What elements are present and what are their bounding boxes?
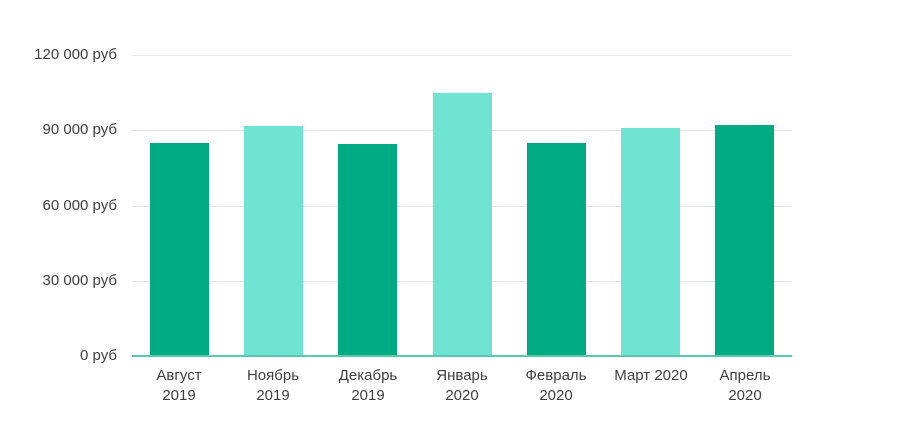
bar[interactable] bbox=[433, 93, 492, 356]
x-axis-tick-label-line: Август bbox=[156, 367, 202, 384]
y-axis-tick-label: 60 000 руб bbox=[42, 197, 117, 214]
bar[interactable] bbox=[338, 144, 397, 356]
x-axis-tick-label-line: Март 2020 bbox=[614, 367, 688, 384]
x-axis-tick-label-line: Январь bbox=[436, 367, 488, 384]
bar[interactable] bbox=[150, 143, 209, 356]
x-axis-tick-label: Ноябрь 2019 bbox=[221, 366, 325, 406]
x-axis-tick-label-line: 2019 bbox=[351, 387, 385, 404]
x-axis-tick-label-line: Ноябрь bbox=[246, 367, 300, 384]
bar[interactable] bbox=[621, 128, 680, 356]
x-axis-tick-label: Апрель 2020 bbox=[693, 366, 797, 406]
x-axis-tick-label-line: Декабрь bbox=[338, 367, 398, 384]
x-axis-tick-label-line: Февраль bbox=[525, 367, 587, 384]
x-axis-tick-label: Март 2020 bbox=[599, 366, 703, 386]
x-axis-tick-label: Январь 2020 bbox=[410, 366, 514, 406]
gridline bbox=[132, 55, 792, 56]
x-axis-line bbox=[132, 355, 792, 357]
y-axis-tick-label: 120 000 руб bbox=[34, 46, 117, 63]
y-axis-tick-label: 0 руб bbox=[80, 347, 117, 364]
bar[interactable] bbox=[527, 143, 586, 356]
x-axis-tick-label-line: 2019 bbox=[256, 387, 290, 404]
y-axis-tick-label: 90 000 руб bbox=[42, 121, 117, 138]
x-axis-tick-label-line: 2020 bbox=[445, 387, 479, 404]
bar[interactable] bbox=[715, 125, 774, 356]
bar[interactable] bbox=[244, 126, 303, 356]
x-axis-tick-label-line: 2020 bbox=[728, 387, 762, 404]
x-axis-tick-label-line: 2020 bbox=[539, 387, 573, 404]
x-axis-tick-label: Декабрь 2019 bbox=[316, 366, 420, 406]
x-axis-tick-label: Август 2019 bbox=[127, 366, 231, 406]
y-axis-tick-label: 30 000 руб bbox=[42, 272, 117, 289]
x-axis-tick-label: Февраль 2020 bbox=[504, 366, 608, 406]
x-axis-tick-label-line: 2019 bbox=[162, 387, 196, 404]
x-axis-tick-label-line: Апрель bbox=[719, 367, 771, 384]
